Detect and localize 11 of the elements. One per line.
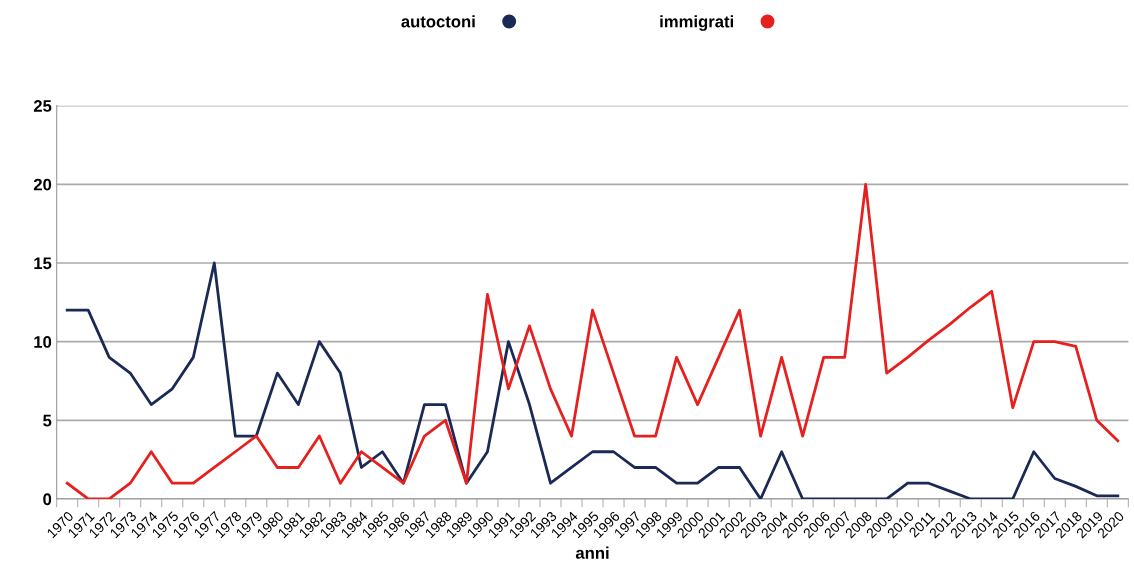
legend-label: immigrati [660,15,733,31]
line-series [65,182,1120,499]
y-tick-label: 5 [43,414,52,427]
y-tick-label: 0 [43,493,52,506]
legend-label: autoctoni [401,15,475,28]
line-series [65,261,1120,499]
x-axis-title: anni [575,546,609,559]
y-tick-label: 10 [34,336,52,348]
y-tick-label: 15 [34,257,52,270]
y-tick-label: 25 [33,100,52,112]
y-tick-label: 20 [33,178,52,191]
